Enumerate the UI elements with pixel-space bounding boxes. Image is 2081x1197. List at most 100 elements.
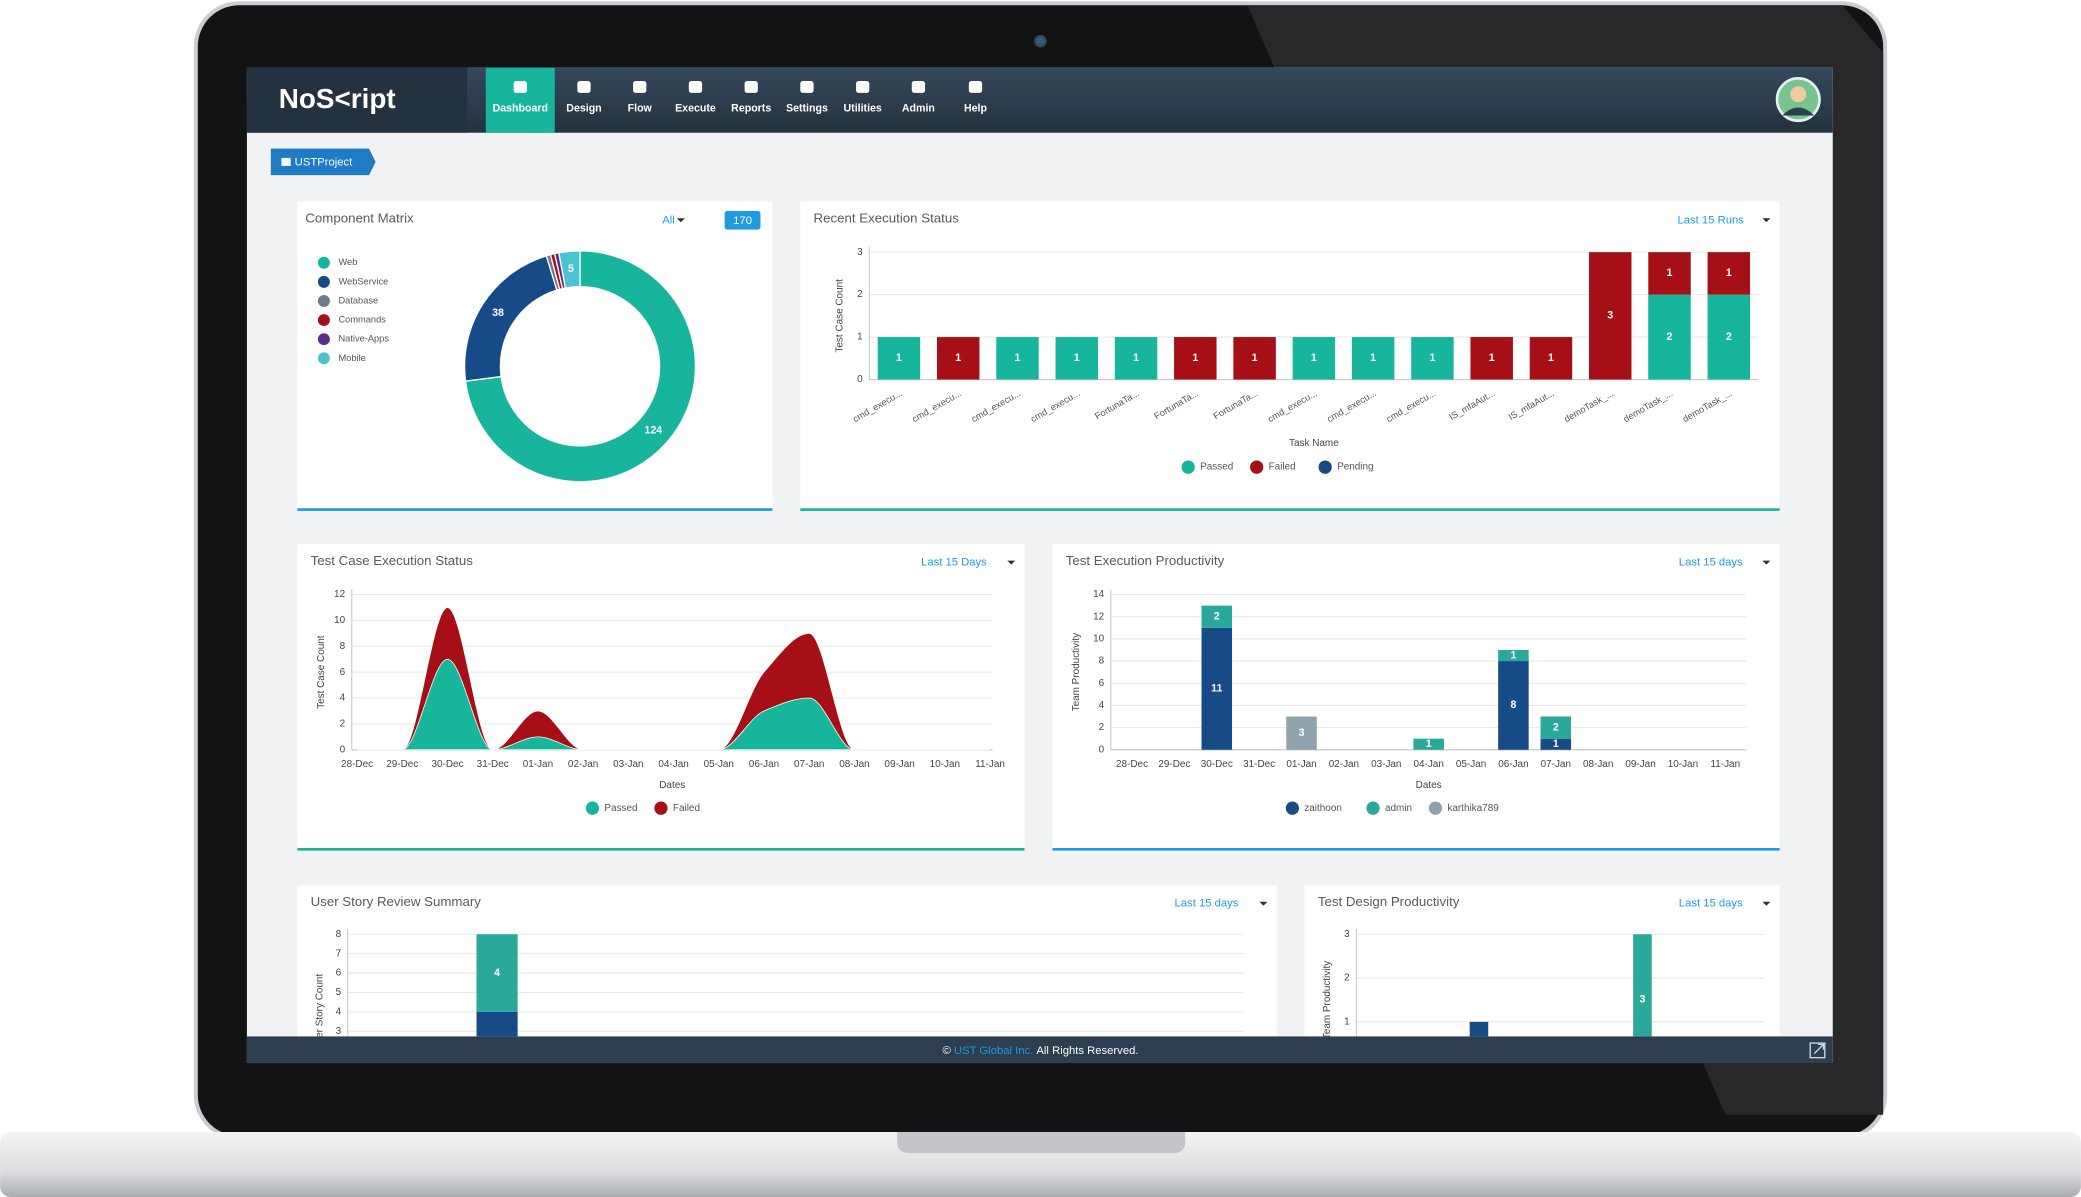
filter-caret[interactable] [1007,560,1016,565]
logo: NoS<ript [279,83,396,114]
x-tick-label: 05-Jan [704,759,734,770]
x-tick-label: 09-Jan [1625,759,1655,770]
y-tick-label: 4 [336,1007,342,1018]
bar-label: 1 [1426,738,1432,750]
y-tick-label: 1 [1344,1016,1350,1027]
x-tick-label: 04-Jan [658,759,688,770]
bar-label: 1 [1133,352,1139,364]
nav-icon [633,80,647,93]
y-tick-label: 12 [1093,611,1105,622]
y-tick-label: 6 [336,968,342,979]
legend-swatch [317,352,330,365]
footer-text: © UST Global Inc. All Rights Reserved. [943,1045,1139,1057]
legend-swatch [1318,460,1332,474]
nav-item[interactable]: Reports [731,103,771,115]
nav-item[interactable]: Design [566,103,601,115]
panel [297,544,1025,851]
y-tick-label: 0 [340,744,346,755]
bar-label: 1 [1553,738,1559,750]
nav-item[interactable]: Execute [675,103,716,115]
x-tick-label: 10-Jan [1668,759,1698,770]
legend-swatch [654,801,668,815]
bar-segment [1286,716,1317,750]
bar-label: 1 [1015,352,1021,364]
bar-segment [1114,337,1158,380]
x-tick-label: 08-Jan [1583,759,1613,770]
donut-slice [464,250,697,483]
panel-filter[interactable]: Last 15 days [1679,557,1743,569]
x-tick-label: 06-Jan [749,759,779,770]
legend-label: Mobile [338,353,365,363]
legend-label: admin [1385,803,1412,814]
panel-filter[interactable]: Last 15 days [1175,898,1239,910]
panel [297,885,1277,1037]
panel-filter[interactable]: Last 15 Runs [1677,214,1744,226]
nav-item[interactable]: Utilities [844,103,882,115]
filter-caret[interactable] [1762,901,1771,906]
x-tick-label: 08-Jan [839,759,869,770]
legend-swatch [1285,801,1300,815]
company-link[interactable]: UST Global Inc. [954,1045,1033,1057]
x-tick-label: 02-Jan [568,759,598,770]
filter-caret[interactable] [1762,560,1771,565]
avatar-body [1782,107,1815,116]
nav-item[interactable]: Flow [628,103,653,115]
laptop-base [0,1131,2081,1197]
legend-label: Database [338,295,378,305]
y-tick-label: 1 [857,332,863,343]
bar-segment [1413,738,1444,750]
bar-label: 1 [1667,267,1673,279]
expand-icon[interactable] [1809,1042,1826,1059]
bar-segment [476,934,518,1012]
nav-item[interactable]: Settings [786,103,828,115]
filter-caret[interactable] [1259,901,1268,906]
panel-bottom-border [297,508,773,511]
nav-item[interactable]: Admin [902,103,935,115]
panel-bottom-border [1052,847,1780,851]
filter-caret[interactable] [1762,218,1771,223]
panel-bottom-border [800,508,1780,511]
y-tick-label: 2 [1099,722,1105,733]
x-tick-label: 31-Dec [477,759,509,770]
bar-segment [1055,337,1099,380]
expand-arrow [1813,1043,1825,1055]
panel-filter[interactable]: Last 15 days [1679,898,1743,910]
legend-label: Pending [1337,462,1373,473]
y-tick-label: 6 [340,667,346,678]
bar-label: 1 [955,352,961,364]
panel-filter[interactable]: Last 15 Days [921,557,987,569]
nav-bar [246,67,1833,133]
bar-segment [1648,252,1691,295]
y-axis-label: Team Productivity [1322,961,1333,1039]
panel-filter[interactable]: All [662,214,675,226]
nav-item[interactable]: Dashboard [493,103,548,115]
bar-segment [1540,738,1572,750]
footer-bar [246,1036,1833,1063]
x-tick-label: 28-Dec [341,759,373,770]
bar-label: 3 [1639,994,1645,1006]
panel-title: Recent Execution Status [814,210,960,225]
bar-segment [1707,294,1751,380]
legend-label: Native-Apps [338,334,389,344]
bar-label: 1 [1311,352,1317,364]
project-tag-bg[interactable] [270,148,376,176]
x-axis-label: Dates [659,780,685,791]
x-tick-label: 04-Jan [1413,759,1443,770]
x-tick-label: 01-Jan [523,759,553,770]
x-tick-label: 02-Jan [1329,759,1359,770]
bar-segment [1498,649,1529,662]
legend-label: Failed [1269,462,1296,473]
panel-title: Test Design Productivity [1318,894,1460,909]
y-tick-label: 5 [336,987,342,998]
project-name: USTProject [295,157,353,169]
panel-title: Test Execution Productivity [1066,553,1225,568]
x-tick-label: 09-Jan [884,759,914,770]
x-tick-label: 30-Dec [431,759,463,770]
filter-caret[interactable] [676,218,685,223]
legend-swatch [1250,460,1264,474]
bar-label: 3 [1299,727,1305,739]
nav-item[interactable]: Help [964,103,988,115]
y-tick-label: 6 [1099,678,1105,689]
copyright-symbol: © [943,1045,952,1057]
